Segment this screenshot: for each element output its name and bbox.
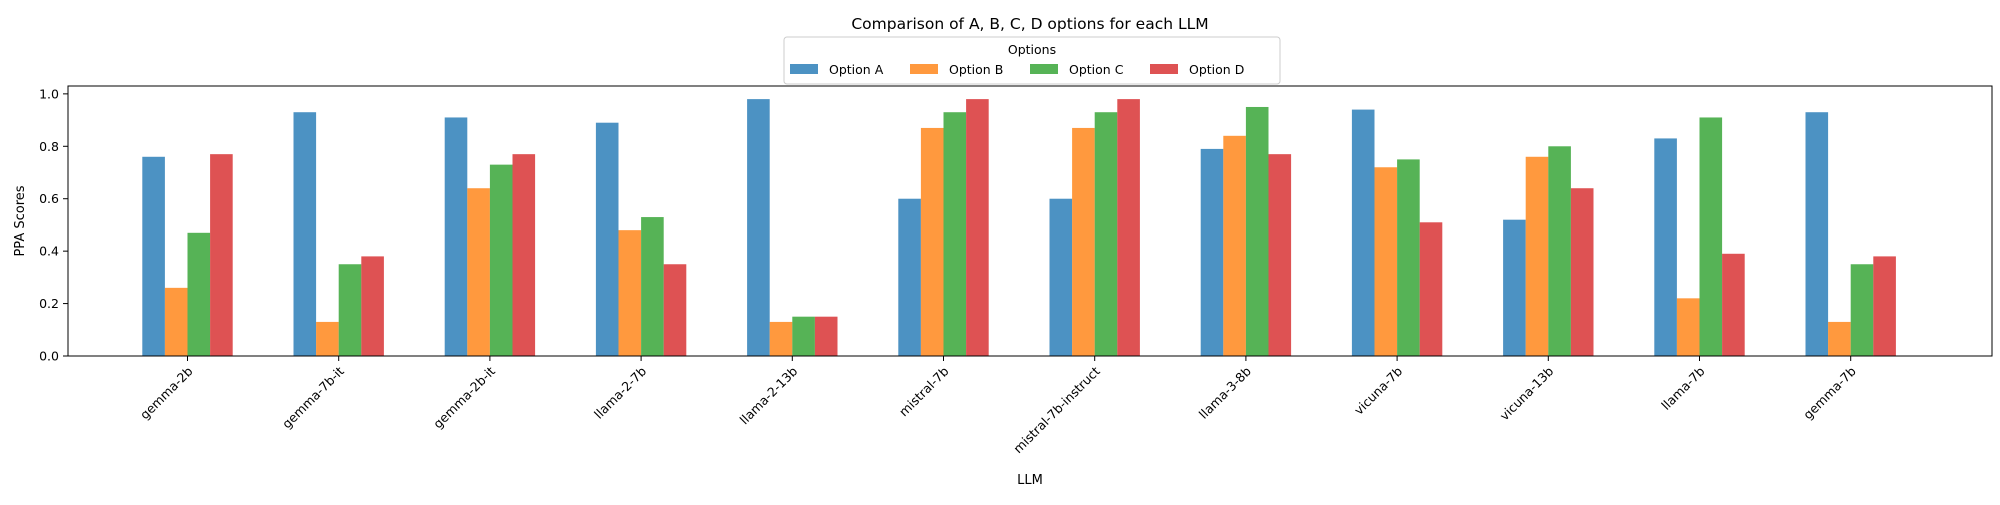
bar-mistral-7b-instruct-option-d (1117, 99, 1140, 357)
bar-vicuna-7b-option-b (1374, 167, 1398, 356)
bar-llama-7b-option-c (1699, 117, 1723, 357)
bar-mistral-7b-option-d (966, 99, 989, 357)
bar-gemma-7b-it-option-d (361, 256, 384, 356)
x-tick-label: llama-7b (1658, 363, 1707, 412)
y-tick-label: 0.4 (39, 244, 59, 259)
plot-frame (67, 85, 1993, 357)
bar-mistral-7b-option-b (920, 127, 944, 356)
x-tick-label: gemma-7b-it (279, 363, 347, 431)
x-axis-label: LLM (1017, 473, 1043, 488)
bar-vicuna-7b-option-c (1397, 159, 1420, 356)
bar-gemma-7b-option-c (1850, 264, 1874, 356)
bar-llama-2-7b-option-b (618, 230, 642, 356)
bar-mistral-7b-instruct-option-c (1094, 112, 1118, 357)
bar-vicuna-13b-option-c (1548, 146, 1571, 356)
legend-swatch-option-c (1030, 64, 1058, 74)
bar-llama-3-8b-option-d (1268, 154, 1292, 356)
x-tick-label: llama-3-8b (1196, 363, 1254, 421)
x-tick-label: gemma-2b (137, 363, 196, 422)
plot-area: 0.0 0.2 0.4 0.6 0.8 1.0 gemma-2b gemma-7b-it gem… (39, 85, 1993, 456)
bar-llama-3-8b-option-a (1200, 148, 1224, 356)
bar-llama-2-13b-option-d (814, 316, 838, 356)
y-tick-label: 0.0 (39, 349, 59, 364)
y-tick-label: 0.6 (39, 191, 59, 206)
bar-gemma-7b-option-b (1828, 321, 1851, 356)
bar-mistral-7b-option-a (898, 198, 921, 356)
bar-vicuna-7b-option-a (1351, 109, 1375, 356)
bar-vicuna-7b-option-d (1419, 222, 1443, 356)
bar-llama-3-8b-option-c (1245, 106, 1269, 356)
bar-vicuna-13b-option-a (1503, 219, 1526, 356)
legend-label-option-c: Option C (1069, 62, 1124, 77)
bar-llama-2-7b-option-a (595, 122, 619, 356)
legend: Options Option A Option B Option C Option D (783, 36, 1281, 85)
x-tick-label: mistral-7b (896, 363, 952, 419)
bar-llama-2-7b-option-d (663, 264, 687, 356)
x-tick-label: vicuna-13b (1497, 363, 1557, 423)
bar-gemma-2b-it-option-c (489, 164, 513, 356)
bar-gemma-2b-option-c (187, 232, 211, 356)
bar-llama-7b-option-b (1676, 298, 1700, 356)
bar-gemma-2b-option-b (164, 287, 188, 356)
x-tick-label: mistral-7b-instruct (1010, 363, 1103, 456)
legend-label-option-a: Option A (829, 62, 884, 77)
bar-gemma-2b-it-option-d (512, 154, 536, 356)
bar-llama-2-13b-option-a (747, 99, 770, 357)
bar-vicuna-13b-option-d (1570, 188, 1594, 356)
bar-llama-7b-option-a (1654, 138, 1677, 356)
legend-label-option-b: Option B (949, 62, 1003, 77)
bar-gemma-7b-it-option-b (316, 321, 339, 356)
chart-title: Comparison of A, B, C, D options for eac… (851, 15, 1208, 33)
x-tick-label: vicuna-7b (1351, 363, 1405, 417)
bar-mistral-7b-option-c (943, 112, 967, 357)
bar-gemma-2b-it-option-a (444, 117, 468, 357)
bar-mistral-7b-instruct-option-b (1072, 127, 1095, 356)
legend-title: Options (1008, 42, 1056, 57)
bar-gemma-7b-it-option-a (293, 112, 317, 357)
bar-vicuna-13b-option-b (1525, 156, 1549, 356)
x-tick-label: gemma-7b (1800, 363, 1859, 422)
bar-llama-2-13b-option-c (792, 316, 815, 356)
x-tick-label: llama-2-13b (737, 363, 801, 427)
bar-llama-7b-option-d (1722, 253, 1745, 356)
y-tick-label: 1.0 (39, 86, 59, 101)
bar-gemma-7b-it-option-c (338, 264, 362, 356)
bar-mistral-7b-instruct-option-a (1049, 198, 1073, 356)
y-axis-label: PPA Scores (13, 185, 28, 256)
bar-llama-3-8b-option-b (1223, 135, 1246, 356)
legend-swatch-option-a (790, 64, 818, 74)
bar-gemma-2b-it-option-b (467, 188, 490, 356)
legend-swatch-option-d (1150, 64, 1178, 74)
bar-gemma-2b-option-d (210, 154, 233, 356)
bar-gemma-7b-option-d (1873, 256, 1896, 356)
bar-llama-2-13b-option-b (769, 321, 793, 356)
legend-label-option-d: Option D (1189, 62, 1244, 77)
bar-gemma-2b-option-a (142, 156, 165, 356)
bar-llama-2-7b-option-c (641, 217, 664, 356)
x-tick-label: llama-2-7b (591, 363, 649, 421)
legend-swatch-option-b (910, 64, 938, 74)
y-tick-label: 0.2 (39, 296, 59, 311)
y-tick-label: 0.8 (39, 139, 59, 154)
x-tick-label: gemma-2b-it (430, 363, 498, 431)
bar-gemma-7b-option-a (1805, 112, 1829, 357)
